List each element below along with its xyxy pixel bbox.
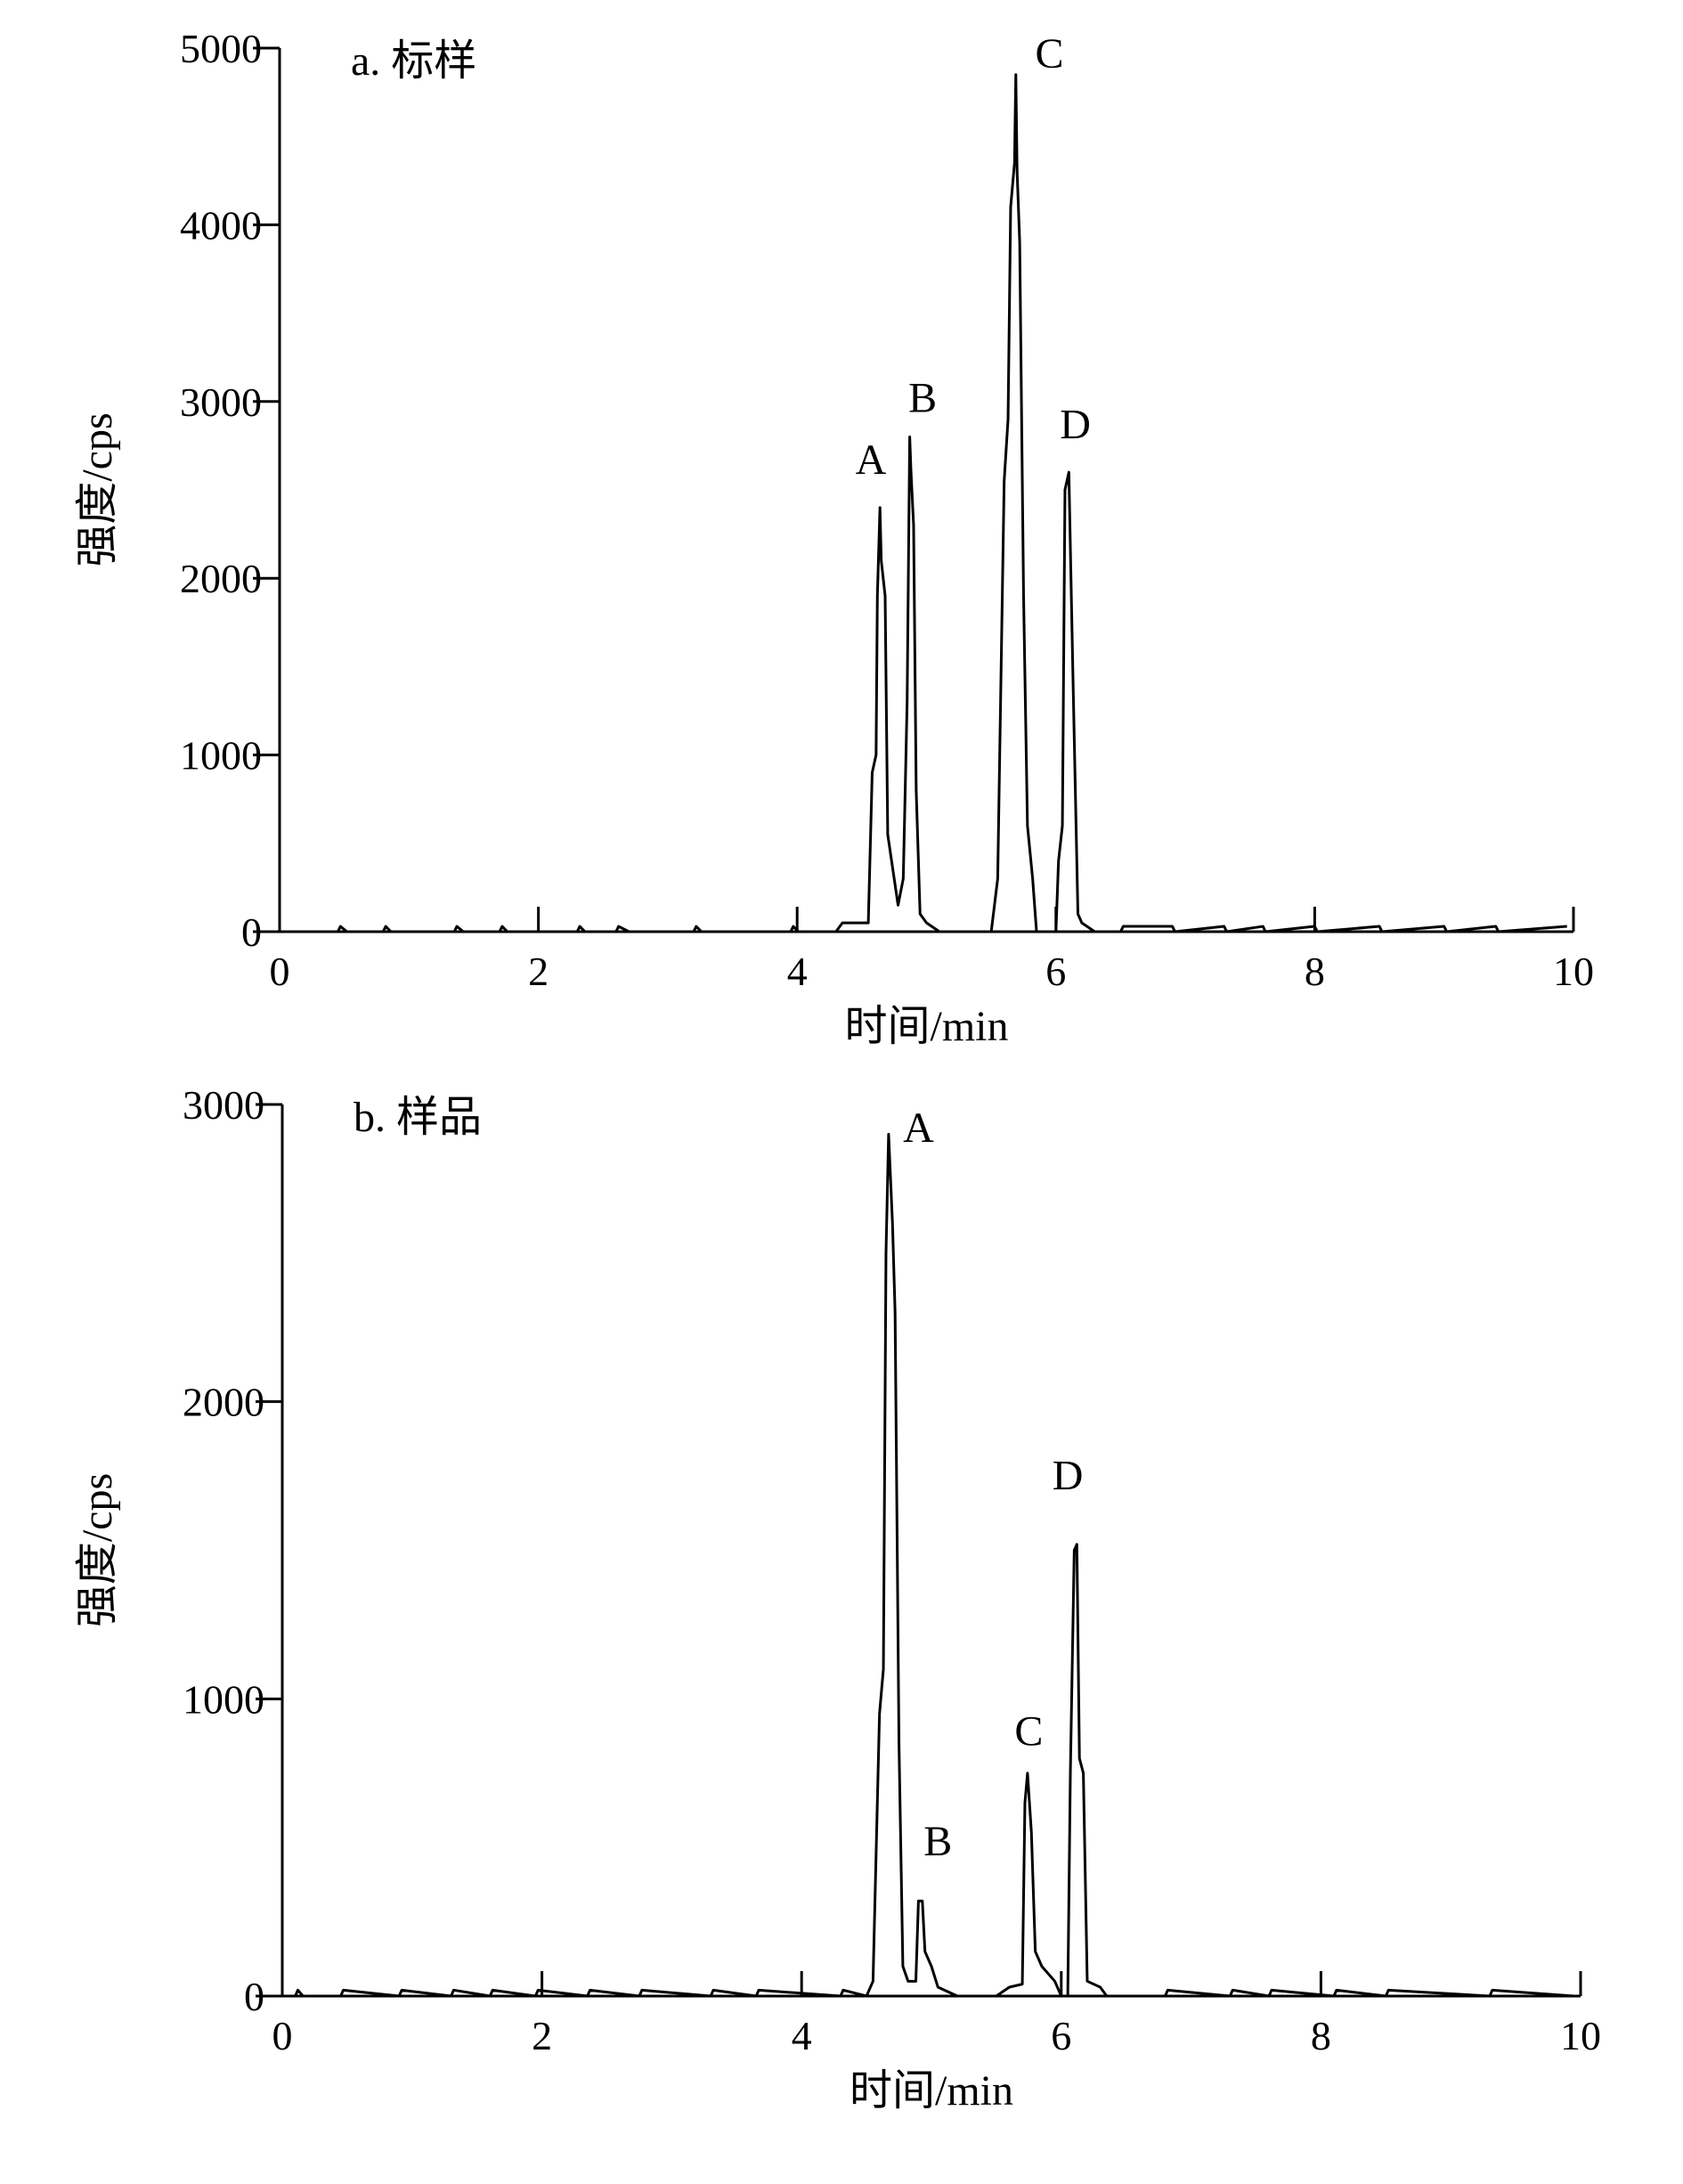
trace — [286, 73, 1567, 933]
x-tick-label: 8 — [1305, 949, 1325, 994]
y-tick-label: 3000 — [180, 379, 262, 425]
x-tick-label: 8 — [1311, 2013, 1331, 2058]
x-axis-label: 时间/min — [844, 1003, 1008, 1050]
x-tick-label: 6 — [1045, 949, 1066, 994]
peak-label: C — [1036, 30, 1064, 77]
peak-label: B — [923, 1818, 952, 1865]
x-tick-label: 0 — [272, 2013, 293, 2058]
y-tick-label: 2000 — [180, 556, 262, 601]
peak-label: B — [908, 375, 937, 422]
peak-label: D — [1060, 401, 1091, 448]
x-tick-label: 6 — [1051, 2013, 1071, 2058]
y-tick-label: 0 — [241, 909, 262, 955]
peak-label: D — [1053, 1452, 1084, 1499]
x-tick-label: 4 — [787, 949, 808, 994]
y-tick-label: 1000 — [180, 733, 262, 778]
peak-label: A — [856, 436, 887, 484]
y-tick-label: 3000 — [183, 1082, 264, 1128]
y-tick-label: 0 — [244, 1974, 264, 2019]
panel-title: b. 样品 — [354, 1094, 482, 1141]
x-tick-label: 2 — [532, 2013, 552, 2058]
x-tick-label: 2 — [528, 949, 549, 994]
y-tick-label: 4000 — [180, 202, 262, 248]
x-tick-label: 10 — [1560, 2013, 1601, 2058]
peak-label: A — [903, 1104, 934, 1152]
y-axis-label: 强度/cps — [74, 1473, 121, 1627]
y-tick-label: 5000 — [180, 26, 262, 71]
y-tick-label: 1000 — [183, 1676, 264, 1722]
trace — [289, 1132, 1574, 1998]
x-tick-label: 10 — [1553, 949, 1594, 994]
x-tick-label: 4 — [792, 2013, 812, 2058]
peak-label: C — [1014, 1707, 1043, 1755]
panel-title: a. 标样 — [351, 37, 476, 85]
x-tick-label: 0 — [270, 949, 290, 994]
x-axis-label: 时间/min — [850, 2067, 1013, 2115]
y-axis-label: 强度/cps — [74, 412, 121, 566]
y-tick-label: 2000 — [183, 1380, 264, 1425]
